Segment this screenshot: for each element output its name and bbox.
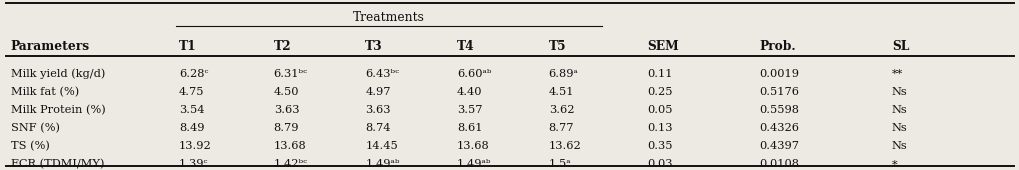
- Text: **: **: [891, 69, 903, 79]
- Text: SNF (%): SNF (%): [11, 123, 60, 133]
- Text: Ns: Ns: [891, 87, 907, 97]
- Text: 8.61: 8.61: [457, 123, 482, 133]
- Text: 8.77: 8.77: [548, 123, 574, 133]
- Text: 0.5176: 0.5176: [759, 87, 799, 97]
- Text: FCR (TDMI/MY): FCR (TDMI/MY): [11, 159, 104, 170]
- Text: 8.79: 8.79: [273, 123, 299, 133]
- Text: 6.31ᵇᶜ: 6.31ᵇᶜ: [273, 69, 308, 79]
- Text: 1.39ᶜ: 1.39ᶜ: [178, 159, 208, 169]
- Text: 6.43ᵇᶜ: 6.43ᵇᶜ: [365, 69, 399, 79]
- Text: SL: SL: [891, 40, 909, 53]
- Text: Milk yield (kg/d): Milk yield (kg/d): [11, 68, 105, 79]
- Text: 4.51: 4.51: [548, 87, 574, 97]
- Text: 1.42ᵇᶜ: 1.42ᵇᶜ: [273, 159, 308, 169]
- Text: 14.45: 14.45: [365, 141, 397, 151]
- Text: 6.60ᵃᵇ: 6.60ᵃᵇ: [457, 69, 491, 79]
- Text: 0.4397: 0.4397: [759, 141, 799, 151]
- Text: 3.63: 3.63: [365, 105, 390, 115]
- Text: Milk Protein (%): Milk Protein (%): [11, 105, 106, 115]
- Text: 6.89ᵃ: 6.89ᵃ: [548, 69, 578, 79]
- Text: 0.5598: 0.5598: [759, 105, 799, 115]
- Text: *: *: [891, 159, 897, 169]
- Text: 8.74: 8.74: [365, 123, 390, 133]
- Text: 4.40: 4.40: [457, 87, 482, 97]
- Text: Parameters: Parameters: [11, 40, 90, 53]
- Text: 13.68: 13.68: [457, 141, 489, 151]
- Text: 0.05: 0.05: [647, 105, 673, 115]
- Text: SEM: SEM: [647, 40, 679, 53]
- Text: 3.62: 3.62: [548, 105, 574, 115]
- Text: 0.25: 0.25: [647, 87, 673, 97]
- Text: 1.49ᵃᵇ: 1.49ᵃᵇ: [457, 159, 491, 169]
- Text: TS (%): TS (%): [11, 141, 50, 151]
- Text: 3.54: 3.54: [178, 105, 204, 115]
- Text: Ns: Ns: [891, 141, 907, 151]
- Text: 4.97: 4.97: [365, 87, 390, 97]
- Text: T5: T5: [548, 40, 566, 53]
- Text: Ns: Ns: [891, 105, 907, 115]
- Text: T1: T1: [178, 40, 197, 53]
- Text: 0.0019: 0.0019: [759, 69, 799, 79]
- Text: 0.35: 0.35: [647, 141, 673, 151]
- Text: T2: T2: [273, 40, 291, 53]
- Text: 13.68: 13.68: [273, 141, 306, 151]
- Text: 0.03: 0.03: [647, 159, 673, 169]
- Text: Milk fat (%): Milk fat (%): [11, 87, 79, 97]
- Text: 1.49ᵃᵇ: 1.49ᵃᵇ: [365, 159, 399, 169]
- Text: 1.5ᵃ: 1.5ᵃ: [548, 159, 571, 169]
- Text: 0.13: 0.13: [647, 123, 673, 133]
- Text: Treatments: Treatments: [353, 11, 424, 24]
- Text: Ns: Ns: [891, 123, 907, 133]
- Text: 6.28ᶜ: 6.28ᶜ: [178, 69, 208, 79]
- Text: 13.62: 13.62: [548, 141, 581, 151]
- Text: T3: T3: [365, 40, 382, 53]
- Text: Prob.: Prob.: [759, 40, 796, 53]
- Text: 3.57: 3.57: [457, 105, 482, 115]
- Text: 8.49: 8.49: [178, 123, 204, 133]
- Text: T4: T4: [457, 40, 474, 53]
- Text: 3.63: 3.63: [273, 105, 299, 115]
- Text: 4.75: 4.75: [178, 87, 204, 97]
- Text: 0.4326: 0.4326: [759, 123, 799, 133]
- Text: 13.92: 13.92: [178, 141, 212, 151]
- Text: 0.0108: 0.0108: [759, 159, 799, 169]
- Text: 0.11: 0.11: [647, 69, 673, 79]
- Text: 4.50: 4.50: [273, 87, 299, 97]
